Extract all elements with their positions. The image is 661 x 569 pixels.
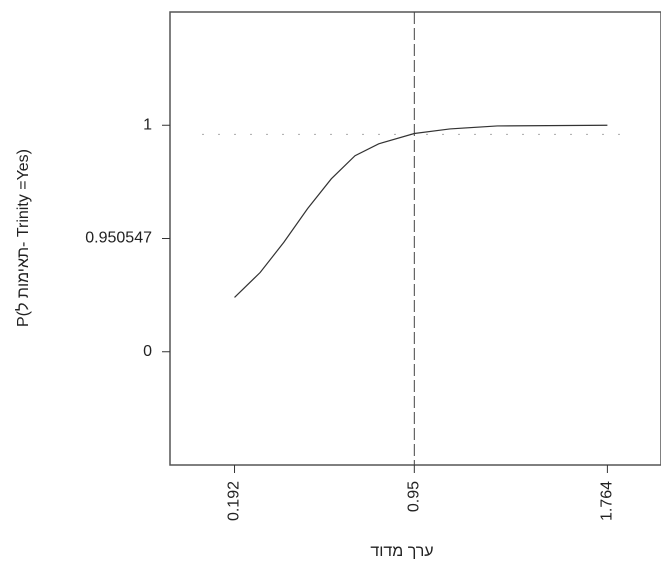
- line: [234, 124, 608, 298]
- x-axis-label: ערך מדוד: [370, 543, 433, 560]
- y-tick-label: 0: [143, 343, 152, 360]
- y-tick-label: 0.950547: [85, 230, 152, 247]
- y-axis-label: P(תאימות ל- Trinity =Yes): [14, 149, 32, 327]
- plot-frame: [169, 11, 661, 466]
- x-tick-label: 0.192: [226, 481, 243, 521]
- x-tick-label: 0.95: [406, 481, 423, 512]
- y-tick-label: 1: [143, 116, 152, 133]
- x-tick-label: 1.764: [599, 481, 616, 521]
